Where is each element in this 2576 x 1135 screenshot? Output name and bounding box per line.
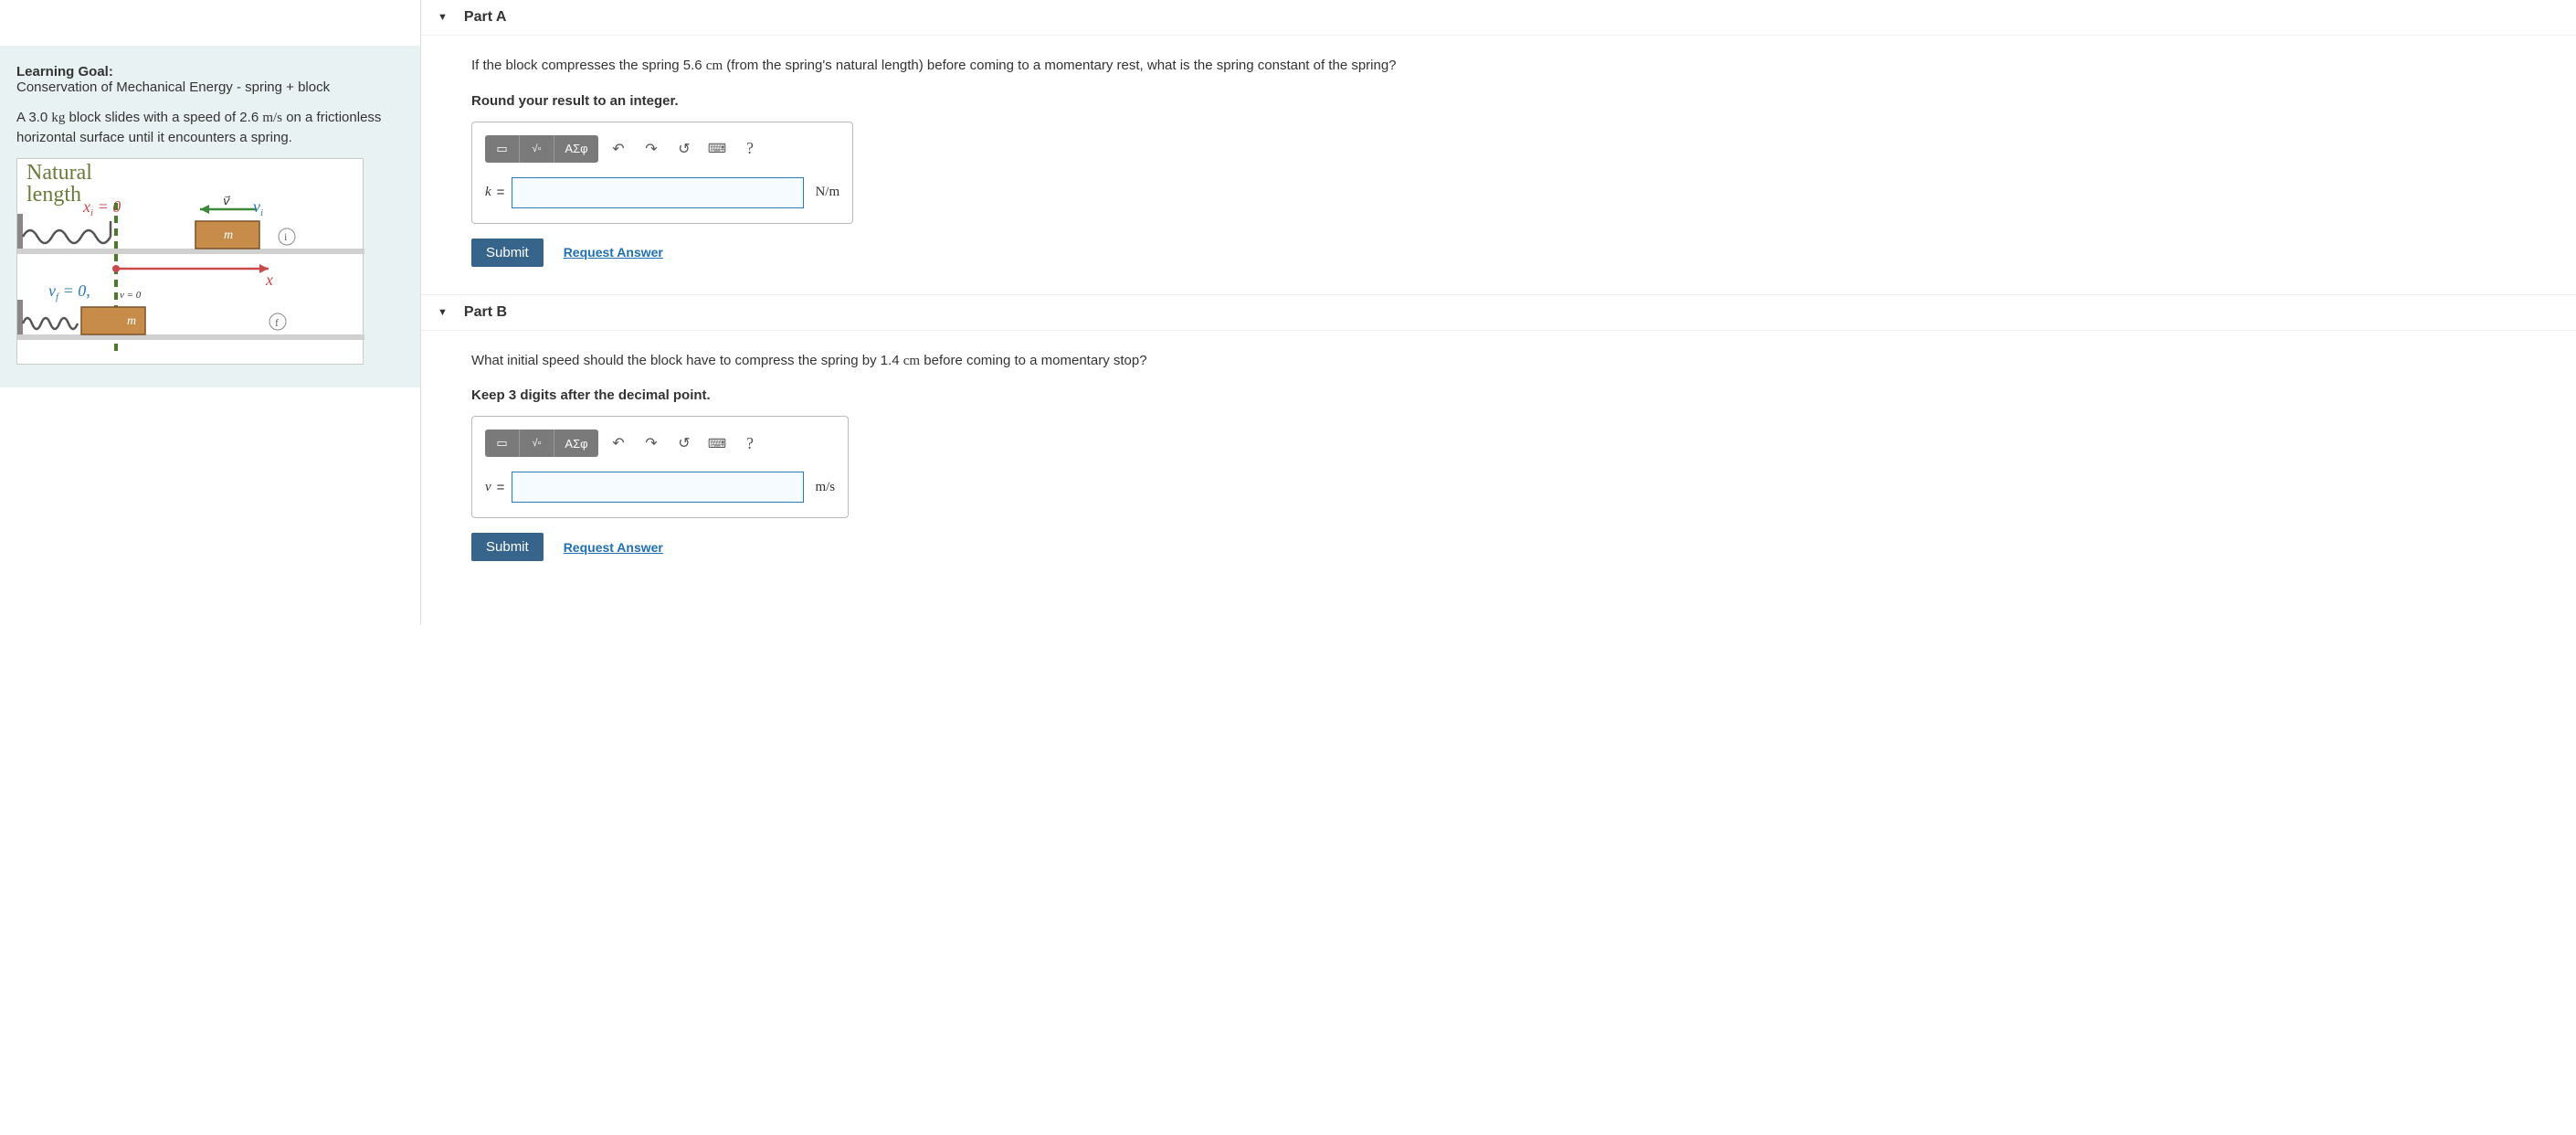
natural-label-1: Natural xyxy=(26,161,92,185)
part-b-body: What initial speed should the block have… xyxy=(421,331,2576,589)
problem-description: A 3.0 kg block slides with a speed of 2.… xyxy=(16,108,404,147)
redo-icon[interactable]: ↷ xyxy=(639,135,664,163)
undo-icon[interactable]: ↶ xyxy=(606,135,631,163)
sqrt-button[interactable]: √▫ xyxy=(520,430,554,457)
block-m-top: m xyxy=(224,228,233,242)
diagram: Natural length m v⃗ xyxy=(16,158,364,365)
learning-goal-sub: Conservation of Mechanical Energy - spri… xyxy=(16,80,404,95)
format-group: ▭ √▫ ΑΣφ xyxy=(485,430,598,457)
qa-unit: cm xyxy=(706,58,723,73)
eq-sign-a: = xyxy=(497,185,505,200)
part-a-answer-box: ▭ √▫ ΑΣφ ↶ ↷ ↺ ⌨ ? k = N/m xyxy=(471,122,853,224)
keyboard-icon[interactable]: ⌨ xyxy=(704,135,730,163)
keyboard-icon[interactable]: ⌨ xyxy=(704,430,730,457)
block-m-bottom: m xyxy=(127,314,136,328)
rect-button[interactable]: ▭ xyxy=(485,135,520,163)
diagram-svg: Natural length m v⃗ xyxy=(17,159,364,360)
part-b-header[interactable]: ▼ Part B xyxy=(421,294,2576,331)
redo-icon[interactable]: ↷ xyxy=(639,430,664,457)
sqrt-button[interactable]: √▫ xyxy=(520,135,554,163)
reset-icon[interactable]: ↺ xyxy=(671,135,697,163)
greek-button[interactable]: ΑΣφ xyxy=(554,135,598,163)
part-b-request-link[interactable]: Request Answer xyxy=(564,540,663,555)
help-icon[interactable]: ? xyxy=(737,135,763,163)
part-a-header[interactable]: ▼ Part A xyxy=(421,0,2576,36)
eq-sign-b: = xyxy=(497,480,505,495)
part-b-title: Part B xyxy=(464,304,507,321)
learning-goal-box: Learning Goal: Conservation of Mechanica… xyxy=(0,46,420,387)
unit-nm: N/m xyxy=(815,185,839,200)
part-a-request-link[interactable]: Request Answer xyxy=(564,245,663,260)
part-a-input[interactable] xyxy=(512,177,804,208)
spring-top xyxy=(23,230,111,243)
part-a-toolbar: ▭ √▫ ΑΣφ ↶ ↷ ↺ ⌨ ? xyxy=(485,135,839,163)
desc-unit-kg: kg xyxy=(51,111,65,125)
unit-ms: m/s xyxy=(815,480,835,495)
qb-unit: cm xyxy=(903,354,920,368)
var-v: v xyxy=(485,480,491,495)
x-origin-dot xyxy=(112,265,120,272)
surface-top xyxy=(17,249,364,254)
part-b-toolbar: ▭ √▫ ΑΣφ ↶ ↷ ↺ ⌨ ? xyxy=(485,430,835,457)
help-icon[interactable]: ? xyxy=(737,430,763,457)
part-a-submit-row: Submit Request Answer xyxy=(471,239,2539,267)
greek-button[interactable]: ΑΣφ xyxy=(554,430,598,457)
collapse-icon: ▼ xyxy=(438,12,448,23)
desc-text-2: block slides with a speed of 2.6 xyxy=(65,110,262,125)
part-a-eq-row: k = N/m xyxy=(485,177,839,208)
x-label: x xyxy=(265,270,273,289)
part-b-question: What initial speed should the block have… xyxy=(471,351,2539,372)
qa-text-1: If the block compresses the spring 5.6 xyxy=(471,58,706,73)
part-a-title: Part A xyxy=(464,9,507,26)
part-b-instruction: Keep 3 digits after the decimal point. xyxy=(471,387,2539,403)
qb-text-1: What initial speed should the block have… xyxy=(471,353,903,368)
part-b-submit-button[interactable]: Submit xyxy=(471,533,544,561)
v-arrow-head xyxy=(200,205,209,214)
info-i: i xyxy=(284,230,288,243)
rect-button[interactable]: ▭ xyxy=(485,430,520,457)
vi-label: vi xyxy=(253,197,263,218)
part-b-submit-row: Submit Request Answer xyxy=(471,533,2539,561)
part-a-question: If the block compresses the spring 5.6 c… xyxy=(471,56,2539,77)
left-panel: Learning Goal: Conservation of Mechanica… xyxy=(0,0,420,625)
var-k: k xyxy=(485,185,491,200)
part-a-submit-button[interactable]: Submit xyxy=(471,239,544,267)
v-vec-label: v⃗ xyxy=(223,194,230,207)
undo-icon[interactable]: ↶ xyxy=(606,430,631,457)
info-f: f xyxy=(275,316,279,329)
format-group: ▭ √▫ ΑΣφ xyxy=(485,135,598,163)
desc-text-1: A 3.0 xyxy=(16,110,51,125)
qa-text-2: (from the spring's natural length) befor… xyxy=(723,58,1396,73)
surface-bottom xyxy=(17,334,364,340)
spring-bottom xyxy=(23,318,78,329)
part-b-input[interactable] xyxy=(512,472,804,503)
collapse-icon: ▼ xyxy=(438,307,448,318)
v0-label: v = 0 xyxy=(120,290,142,301)
part-b-answer-box: ▭ √▫ ΑΣφ ↶ ↷ ↺ ⌨ ? v = m/s xyxy=(471,416,849,518)
part-b-eq-row: v = m/s xyxy=(485,472,835,503)
reset-icon[interactable]: ↺ xyxy=(671,430,697,457)
qb-text-2: before coming to a momentary stop? xyxy=(920,353,1146,368)
wall-bottom xyxy=(17,300,23,334)
right-panel: ▼ Part A If the block compresses the spr… xyxy=(420,0,2576,625)
vf-label: vf = 0, xyxy=(48,281,90,302)
learning-goal-title: Learning Goal: xyxy=(16,64,404,80)
part-a-instruction: Round your result to an integer. xyxy=(471,93,2539,109)
part-a-body: If the block compresses the spring 5.6 c… xyxy=(421,36,2576,294)
wall-top xyxy=(17,214,23,249)
desc-unit-ms: m/s xyxy=(262,111,282,125)
natural-label-2: length xyxy=(26,183,81,207)
